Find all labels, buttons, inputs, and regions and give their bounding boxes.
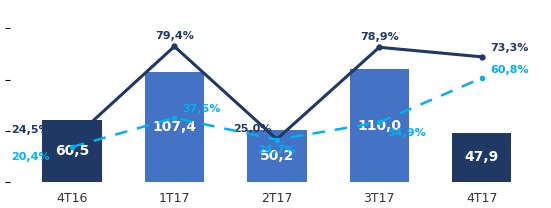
Text: 24,5%: 24,5% xyxy=(11,125,50,135)
Text: 110,0: 110,0 xyxy=(357,119,401,132)
Bar xyxy=(452,133,511,182)
Text: 25,0%: 25,0% xyxy=(233,124,272,134)
Bar xyxy=(145,72,204,182)
Text: 20,4%: 20,4% xyxy=(11,152,50,162)
Text: 79,4%: 79,4% xyxy=(155,31,194,41)
Text: 50,2: 50,2 xyxy=(260,149,294,163)
Text: 73,3%: 73,3% xyxy=(490,43,528,53)
Text: 60,8%: 60,8% xyxy=(490,65,528,75)
Bar xyxy=(349,69,409,182)
Text: 107,4: 107,4 xyxy=(153,120,196,134)
Bar xyxy=(42,120,101,182)
Text: 24,7%: 24,7% xyxy=(257,145,296,155)
Text: 37,5%: 37,5% xyxy=(182,104,221,114)
Text: 47,9: 47,9 xyxy=(464,150,499,164)
Text: 78,9%: 78,9% xyxy=(360,32,398,42)
Text: 60,5: 60,5 xyxy=(55,144,89,158)
Bar xyxy=(247,130,306,182)
Text: 34,9%: 34,9% xyxy=(387,128,426,138)
